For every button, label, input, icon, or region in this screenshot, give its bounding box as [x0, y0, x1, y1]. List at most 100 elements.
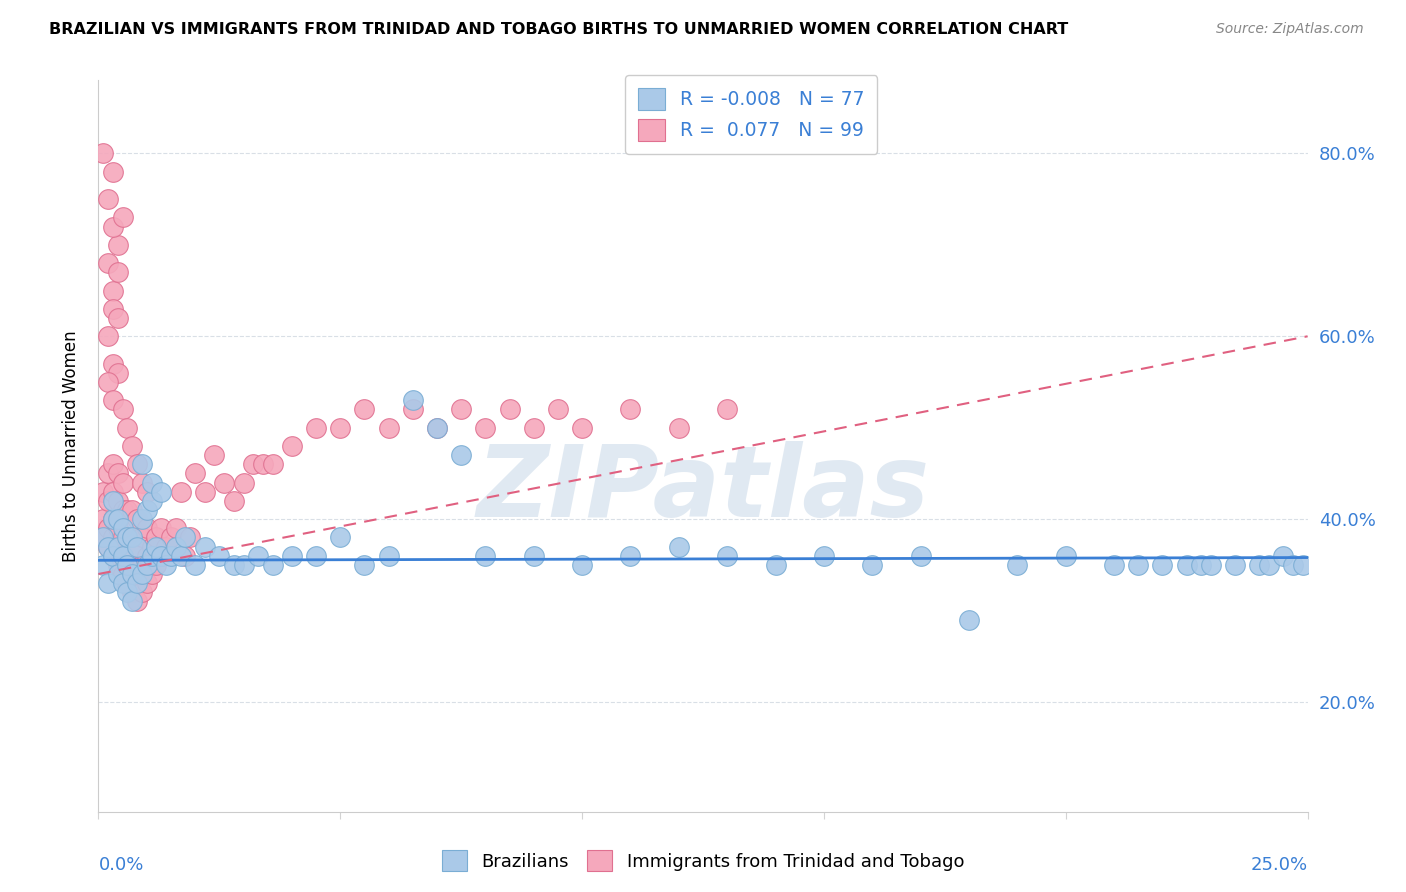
Point [131, 585, 153, 599]
Point [1257, 558, 1279, 572]
Point [101, 457, 124, 471]
Point [107, 366, 129, 380]
Point [121, 530, 143, 544]
Point [141, 475, 163, 490]
Point [1189, 558, 1212, 572]
Point [860, 558, 883, 572]
Point [165, 540, 187, 554]
Point [281, 439, 304, 453]
Point [131, 475, 153, 490]
Point [145, 558, 167, 572]
Point [117, 558, 139, 572]
Point [1054, 549, 1077, 563]
Point [101, 494, 124, 508]
Point [131, 457, 153, 471]
Point [571, 558, 593, 572]
Point [117, 421, 139, 435]
Legend: R = -0.008   N = 77, R =  0.077   N = 99: R = -0.008 N = 77, R = 0.077 N = 99 [626, 75, 877, 154]
Point [668, 421, 690, 435]
Point [135, 503, 157, 517]
Y-axis label: Births to Unmarried Women: Births to Unmarried Women [62, 330, 80, 562]
Point [107, 238, 129, 252]
Point [813, 549, 835, 563]
Point [107, 467, 129, 481]
Point [155, 540, 177, 554]
Point [101, 512, 124, 526]
Point [145, 530, 167, 544]
Point [184, 558, 207, 572]
Point [107, 494, 129, 508]
Point [121, 558, 143, 572]
Point [117, 585, 139, 599]
Point [107, 540, 129, 554]
Point [131, 512, 153, 526]
Point [101, 549, 124, 563]
Point [329, 421, 352, 435]
Point [111, 549, 134, 563]
Point [957, 613, 980, 627]
Point [402, 402, 425, 417]
Point [135, 521, 157, 535]
Text: Source: ZipAtlas.com: Source: ZipAtlas.com [1216, 22, 1364, 37]
Point [353, 558, 375, 572]
Point [97, 467, 120, 481]
Point [716, 402, 738, 417]
Point [208, 549, 231, 563]
Point [174, 549, 197, 563]
Point [169, 484, 191, 499]
Point [97, 521, 120, 535]
Point [1272, 549, 1295, 563]
Point [450, 448, 472, 462]
Point [91, 530, 114, 544]
Point [91, 558, 114, 572]
Point [135, 558, 157, 572]
Point [232, 475, 254, 490]
Point [194, 540, 217, 554]
Point [127, 540, 149, 554]
Point [101, 284, 124, 298]
Text: BRAZILIAN VS IMMIGRANTS FROM TRINIDAD AND TOBAGO BIRTHS TO UNMARRIED WOMEN CORRE: BRAZILIAN VS IMMIGRANTS FROM TRINIDAD AN… [49, 22, 1069, 37]
Point [1007, 558, 1029, 572]
Point [111, 530, 134, 544]
Point [127, 594, 149, 608]
Point [150, 549, 173, 563]
Point [127, 567, 149, 582]
Point [111, 402, 134, 417]
Point [305, 421, 328, 435]
Point [910, 549, 932, 563]
Point [252, 457, 274, 471]
Point [160, 549, 183, 563]
Point [262, 558, 284, 572]
Point [141, 494, 163, 508]
Point [668, 540, 690, 554]
Point [174, 530, 197, 544]
Point [450, 402, 472, 417]
Point [101, 164, 124, 178]
Point [155, 558, 177, 572]
Point [117, 576, 139, 591]
Point [131, 558, 153, 572]
Point [165, 521, 187, 535]
Point [1102, 558, 1125, 572]
Point [232, 558, 254, 572]
Point [97, 540, 120, 554]
Point [101, 484, 124, 499]
Point [377, 421, 399, 435]
Point [222, 494, 245, 508]
Point [117, 530, 139, 544]
Point [204, 448, 226, 462]
Point [619, 549, 641, 563]
Point [111, 475, 134, 490]
Point [121, 585, 143, 599]
Point [121, 503, 143, 517]
Point [107, 540, 129, 554]
Point [194, 484, 217, 499]
Point [127, 512, 149, 526]
Point [101, 357, 124, 371]
Point [547, 402, 569, 417]
Point [765, 558, 787, 572]
Point [91, 484, 114, 499]
Point [107, 521, 129, 535]
Point [305, 549, 328, 563]
Point [1249, 558, 1271, 572]
